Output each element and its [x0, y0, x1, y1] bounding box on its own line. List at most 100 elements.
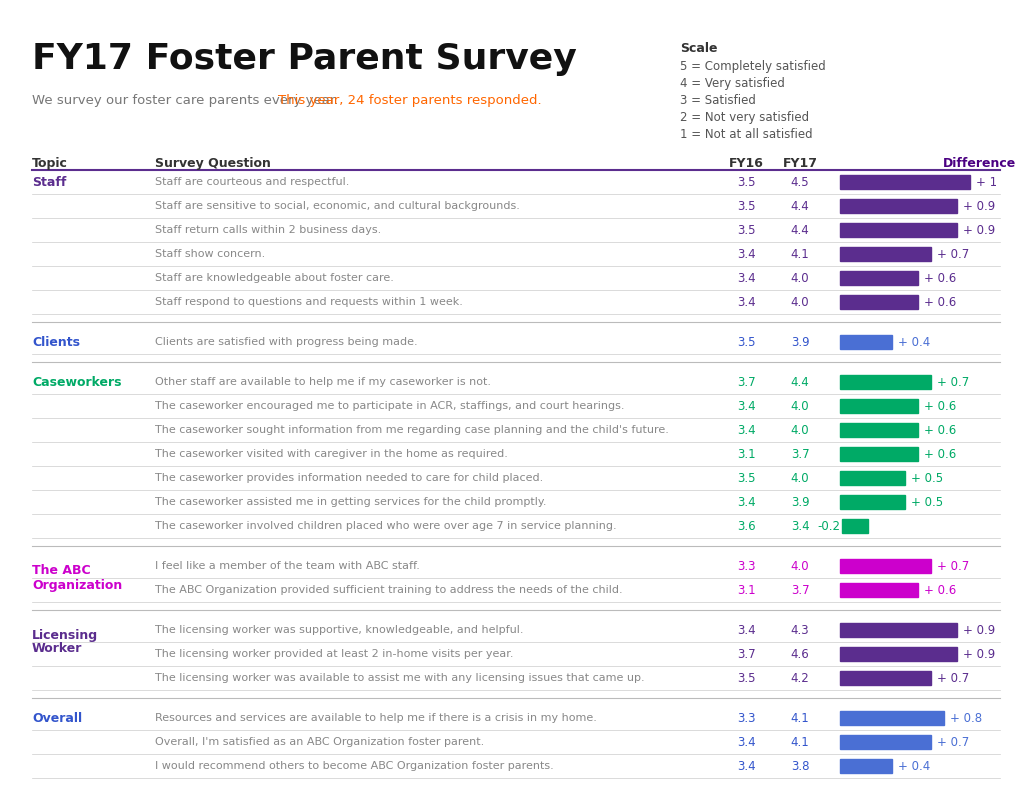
Text: + 0.9: + 0.9	[963, 648, 995, 660]
Text: 4.0: 4.0	[791, 272, 809, 284]
Text: The caseworker involved children placed who were over age 7 in service planning.: The caseworker involved children placed …	[155, 521, 616, 531]
Bar	[840, 223, 957, 238]
Text: 3.4: 3.4	[736, 735, 756, 748]
Text: 3.4: 3.4	[736, 272, 756, 284]
Text: Other staff are available to help me if my caseworker is not.: Other staff are available to help me if …	[155, 377, 490, 387]
Text: + 0.7: + 0.7	[937, 735, 970, 748]
Bar	[840, 246, 931, 261]
Text: + 0.6: + 0.6	[924, 447, 956, 461]
Text: The ABC Organization provided sufficient training to address the needs of the ch: The ABC Organization provided sufficient…	[155, 585, 623, 595]
Bar	[840, 582, 918, 597]
Text: 3.5: 3.5	[736, 672, 756, 684]
Text: 4.3: 4.3	[791, 623, 809, 637]
Text: The caseworker provides information needed to care for child placed.: The caseworker provides information need…	[155, 473, 544, 483]
Text: 4.2: 4.2	[791, 672, 809, 684]
Text: 4.4: 4.4	[791, 375, 809, 389]
Text: The caseworker assisted me in getting services for the child promptly.: The caseworker assisted me in getting se…	[155, 497, 547, 507]
Text: + 1: + 1	[976, 175, 997, 189]
Text: Scale: Scale	[680, 42, 718, 55]
Text: The caseworker sought information from me regarding case planning and the child': The caseworker sought information from m…	[155, 425, 669, 435]
Text: We survey our foster care parents every year.: We survey our foster care parents every …	[32, 94, 342, 107]
Text: 3.4: 3.4	[736, 495, 756, 509]
Text: Organization: Organization	[32, 578, 122, 592]
Text: 3.8: 3.8	[791, 759, 809, 773]
Bar	[840, 334, 892, 349]
Bar	[840, 374, 931, 389]
Text: Survey Question: Survey Question	[155, 157, 271, 170]
Text: 3 = Satisfied: 3 = Satisfied	[680, 94, 756, 107]
Text: + 0.7: + 0.7	[937, 247, 970, 261]
Text: 3.4: 3.4	[791, 520, 809, 532]
Text: 3.1: 3.1	[736, 447, 756, 461]
Text: 4.0: 4.0	[791, 472, 809, 484]
Bar	[840, 495, 905, 510]
Text: + 0.7: + 0.7	[937, 375, 970, 389]
Text: 3.9: 3.9	[791, 336, 809, 348]
Text: Clients: Clients	[32, 336, 80, 348]
Text: 3.5: 3.5	[736, 200, 756, 213]
Bar	[842, 518, 868, 533]
Bar	[840, 471, 905, 485]
Text: Resources and services are available to help me if there is a crisis in my home.: Resources and services are available to …	[155, 713, 597, 723]
Text: + 0.7: + 0.7	[937, 672, 970, 684]
Text: 4.0: 4.0	[791, 295, 809, 309]
Text: I feel like a member of the team with ABC staff.: I feel like a member of the team with AB…	[155, 561, 420, 571]
Text: Overall: Overall	[32, 712, 82, 724]
Text: 3.7: 3.7	[736, 375, 756, 389]
Text: The caseworker visited with caregiver in the home as required.: The caseworker visited with caregiver in…	[155, 449, 508, 459]
Text: The licensing worker was available to assist me with any licensing issues that c: The licensing worker was available to as…	[155, 673, 645, 683]
Bar	[840, 423, 918, 438]
Text: Staff return calls within 2 business days.: Staff return calls within 2 business day…	[155, 225, 381, 235]
Text: 3.4: 3.4	[736, 295, 756, 309]
Text: Staff show concern.: Staff show concern.	[155, 249, 265, 259]
Text: + 0.9: + 0.9	[963, 224, 995, 236]
Text: 3.6: 3.6	[736, 520, 756, 532]
Bar	[840, 446, 918, 461]
Text: Difference: Difference	[943, 157, 1017, 170]
Text: 3.9: 3.9	[791, 495, 809, 509]
Text: 3.4: 3.4	[736, 247, 756, 261]
Bar	[840, 671, 931, 686]
Text: 4.1: 4.1	[791, 712, 809, 724]
Text: 2 = Not very satisfied: 2 = Not very satisfied	[680, 111, 809, 124]
Text: Overall, I'm satisfied as an ABC Organization foster parent.: Overall, I'm satisfied as an ABC Organiz…	[155, 737, 484, 747]
Text: 5 = Completely satisfied: 5 = Completely satisfied	[680, 60, 825, 73]
Text: FY17: FY17	[782, 157, 817, 170]
Text: + 0.6: + 0.6	[924, 584, 956, 596]
Text: 4.4: 4.4	[791, 200, 809, 213]
Text: FY16: FY16	[728, 157, 764, 170]
Text: 3.1: 3.1	[736, 584, 756, 596]
Bar	[840, 710, 944, 725]
Text: + 0.9: + 0.9	[963, 623, 995, 637]
Text: 3.4: 3.4	[736, 423, 756, 437]
Text: 4.4: 4.4	[791, 224, 809, 236]
Text: + 0.6: + 0.6	[924, 295, 956, 309]
Text: 4.0: 4.0	[791, 423, 809, 437]
Text: I would recommend others to become ABC Organization foster parents.: I would recommend others to become ABC O…	[155, 761, 554, 771]
Text: 3.5: 3.5	[736, 472, 756, 484]
Text: + 0.6: + 0.6	[924, 400, 956, 412]
Bar	[840, 623, 957, 638]
Text: Clients are satisfied with progress being made.: Clients are satisfied with progress bein…	[155, 337, 418, 347]
Text: + 0.5: + 0.5	[911, 495, 943, 509]
Text: + 0.6: + 0.6	[924, 423, 956, 437]
Text: 3.5: 3.5	[736, 175, 756, 189]
Text: 3.7: 3.7	[791, 447, 809, 461]
Text: 4.6: 4.6	[791, 648, 809, 660]
Text: Licensing: Licensing	[32, 629, 98, 641]
Text: The caseworker encouraged me to participate in ACR, staffings, and court hearing: The caseworker encouraged me to particip…	[155, 401, 625, 411]
Text: Staff: Staff	[32, 175, 67, 189]
Bar	[840, 758, 892, 773]
Text: 3.7: 3.7	[791, 584, 809, 596]
Text: 4.1: 4.1	[791, 247, 809, 261]
Text: 3.5: 3.5	[736, 336, 756, 348]
Text: Worker: Worker	[32, 642, 82, 656]
Text: Staff are knowledgeable about foster care.: Staff are knowledgeable about foster car…	[155, 273, 394, 283]
Text: FY17 Foster Parent Survey: FY17 Foster Parent Survey	[32, 42, 577, 76]
Text: Topic: Topic	[32, 157, 68, 170]
Text: + 0.4: + 0.4	[898, 336, 930, 348]
Text: 3.5: 3.5	[736, 224, 756, 236]
Text: + 0.7: + 0.7	[937, 559, 970, 573]
Text: The licensing worker provided at least 2 in-home visits per year.: The licensing worker provided at least 2…	[155, 649, 513, 659]
Bar	[840, 735, 931, 750]
